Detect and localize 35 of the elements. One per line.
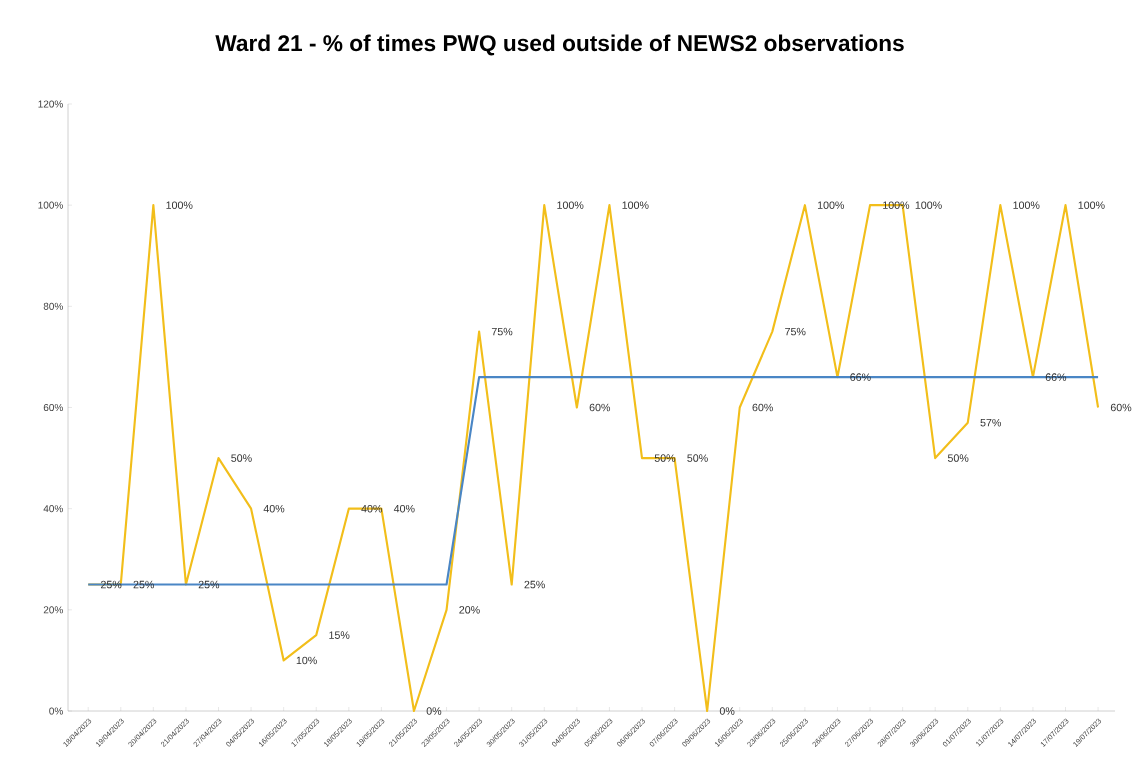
y-tick-label: 100%	[38, 201, 63, 209]
data-label: 60%	[752, 403, 773, 412]
y-tick-label: 60%	[43, 403, 63, 412]
chart-title: Ward 21 - % of times PWQ used outside of NEWS2 observations	[215, 34, 904, 56]
data-label: 25%	[101, 580, 122, 589]
data-label: 15%	[329, 631, 350, 639]
data-label: 100%	[557, 201, 584, 209]
data-label: 25%	[133, 580, 154, 589]
data-label: 0%	[426, 707, 442, 715]
data-label: 40%	[263, 504, 285, 513]
data-label: 100%	[817, 201, 845, 209]
data-label: 100%	[1078, 201, 1105, 209]
data-label: 25%	[524, 580, 545, 589]
data-label: 57%	[980, 418, 1001, 427]
data-label: 20%	[459, 606, 480, 614]
data-label: 100%	[1013, 201, 1040, 209]
data-label: 60%	[1110, 403, 1132, 412]
data-label: 25%	[198, 580, 220, 589]
y-tick-label: 40%	[43, 505, 63, 513]
data-label: 75%	[491, 327, 513, 336]
data-label: 10%	[296, 656, 317, 665]
data-label: 40%	[393, 504, 415, 513]
data-label: 60%	[589, 403, 611, 412]
y-tick-label: 20%	[43, 606, 63, 614]
data-label: 50%	[687, 454, 708, 462]
y-tick-label: 80%	[43, 302, 63, 310]
data-label: 100%	[622, 201, 649, 209]
data-label: 100%	[915, 201, 942, 209]
data-label: 75%	[785, 327, 806, 336]
data-label: 50%	[231, 454, 252, 462]
data-label: 0%	[719, 707, 735, 715]
data-label: 100%	[166, 201, 193, 209]
y-tick-label: 120%	[38, 100, 63, 108]
data-label: 50%	[947, 454, 969, 462]
y-tick-label: 0%	[49, 707, 63, 715]
